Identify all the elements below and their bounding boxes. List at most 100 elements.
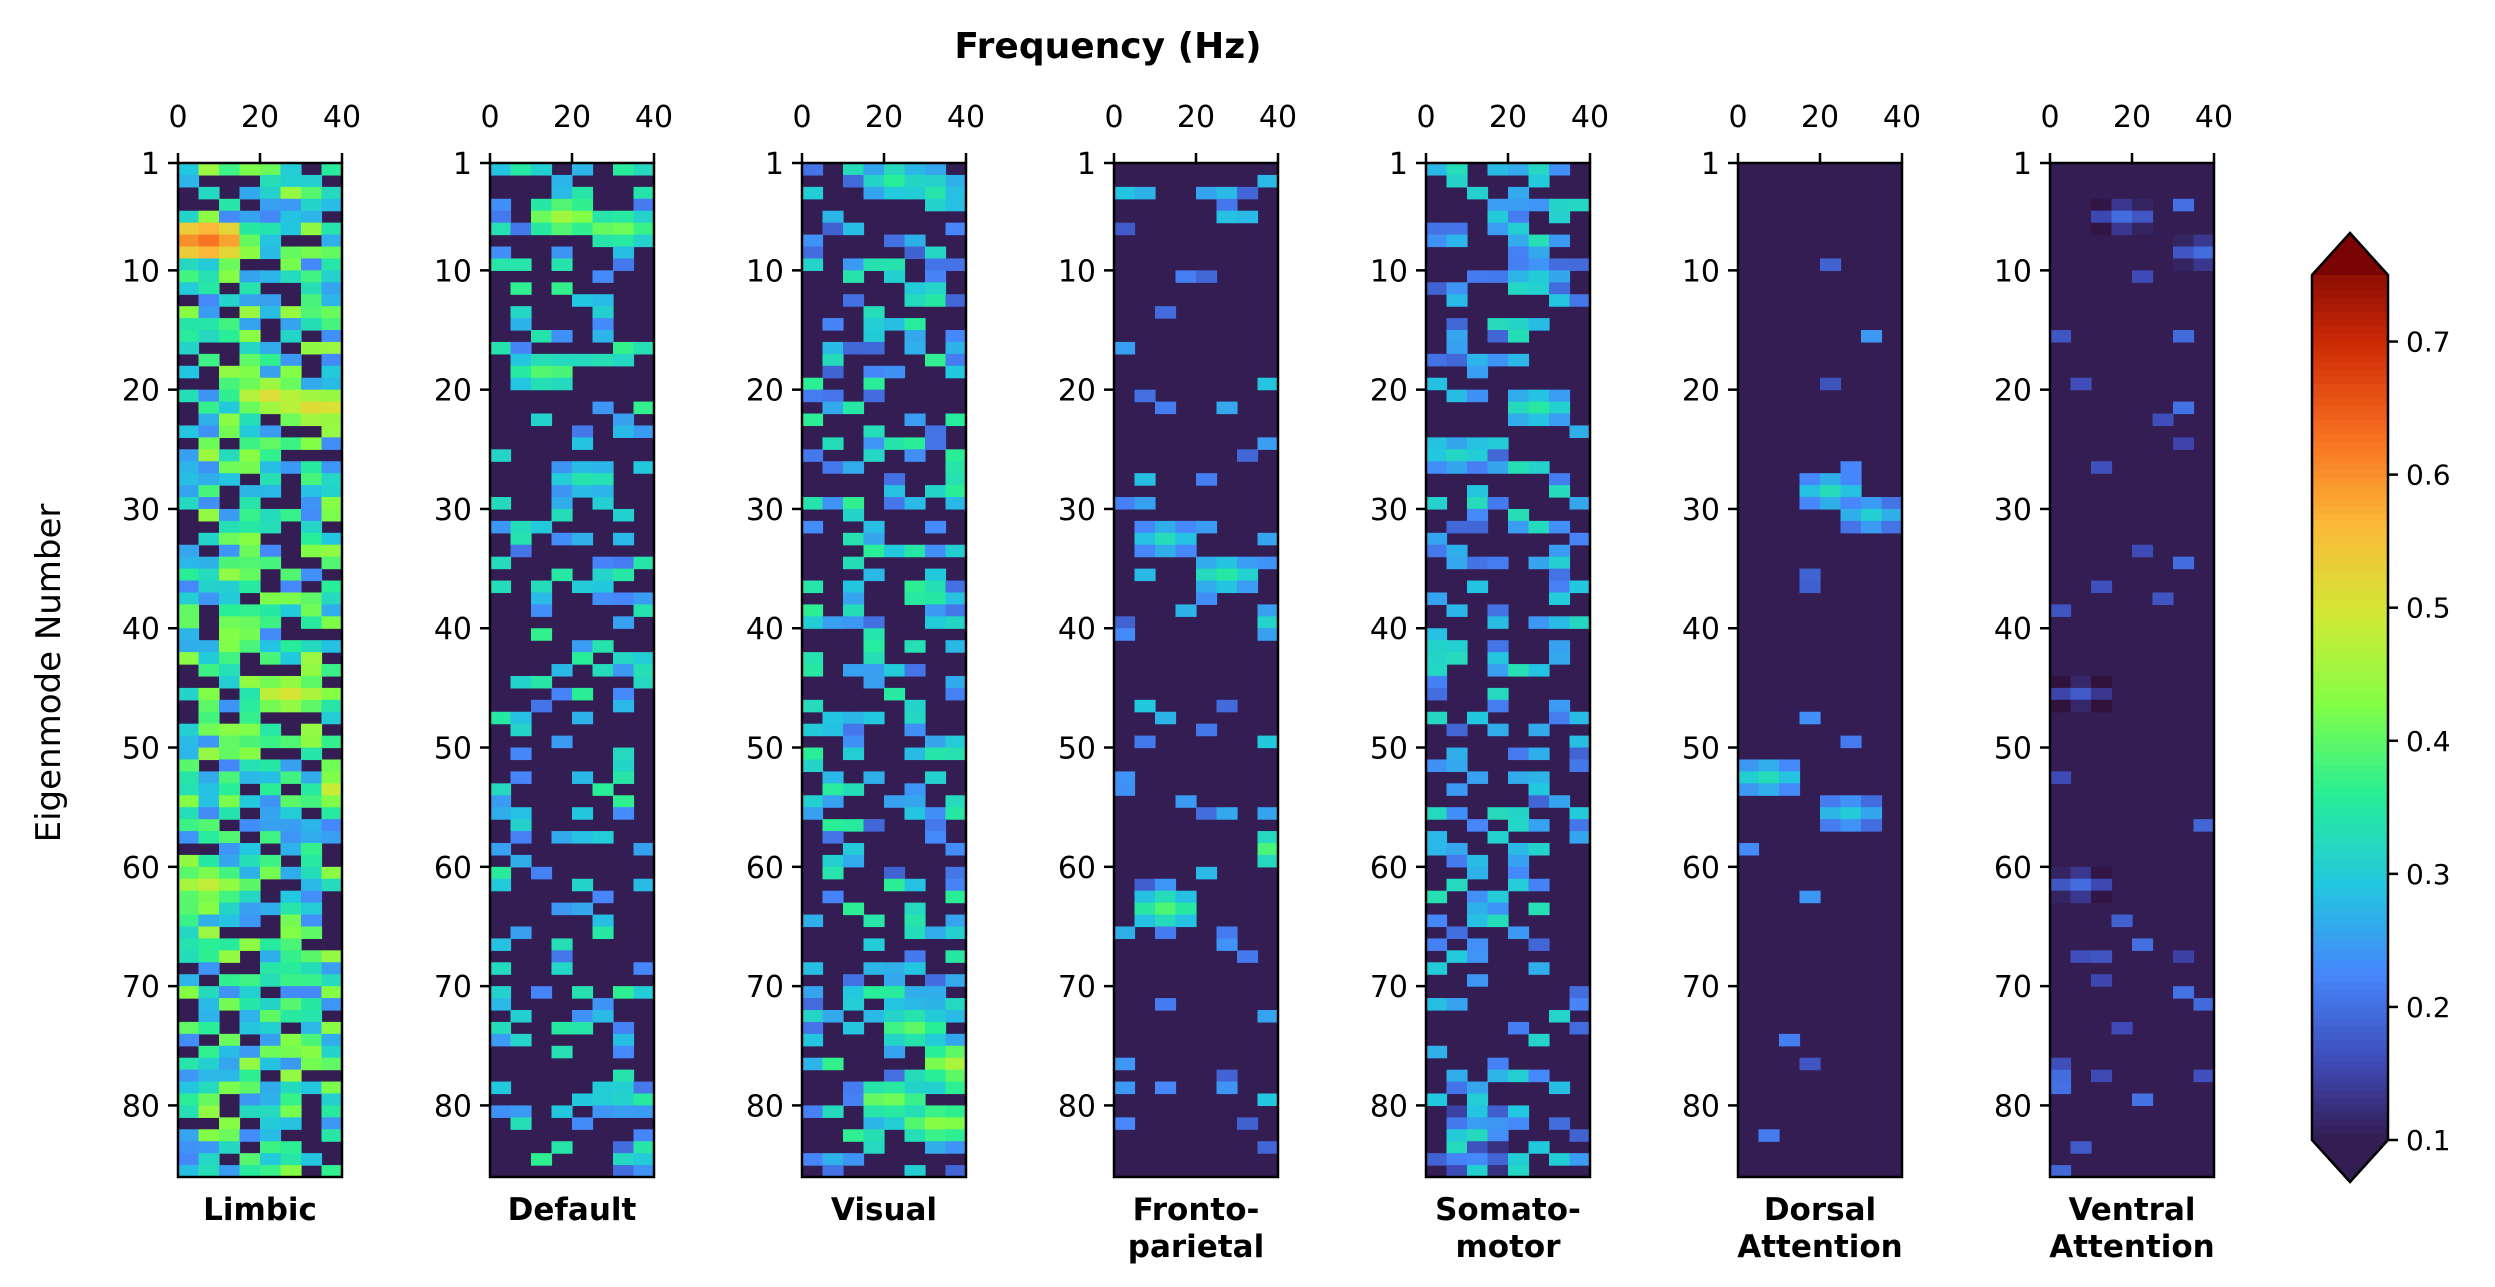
heatmap-cell bbox=[219, 449, 241, 462]
heatmap-cell bbox=[219, 592, 241, 605]
heatmap-cell bbox=[904, 902, 926, 916]
colorbar-segment bbox=[2312, 339, 2388, 348]
heatmap-cell bbox=[178, 1105, 200, 1118]
heatmap-cell bbox=[1467, 819, 1489, 832]
heatmap-cell bbox=[1237, 186, 1259, 200]
colorbar-tick-label: 0.6 bbox=[2406, 459, 2451, 492]
heatmap-cell bbox=[802, 449, 824, 462]
colorbar-segment bbox=[2312, 613, 2388, 622]
heatmap-cell bbox=[321, 294, 343, 307]
heatmap-cell bbox=[1467, 461, 1489, 474]
heatmap-cell bbox=[613, 413, 635, 427]
heatmap-cell bbox=[945, 485, 967, 498]
heatmap-cell bbox=[280, 163, 302, 176]
heatmap-cell bbox=[178, 1093, 200, 1107]
y-tick-label: 70 bbox=[1682, 970, 1720, 1005]
heatmap-cell bbox=[1487, 1165, 1509, 1178]
heatmap-cell bbox=[198, 902, 220, 916]
heatmap-cell bbox=[1487, 604, 1509, 617]
heatmap-cell bbox=[219, 747, 241, 761]
heatmap-cell bbox=[863, 174, 885, 188]
heatmap-cell bbox=[843, 735, 865, 749]
heatmap-cell bbox=[843, 747, 865, 761]
heatmap-cell bbox=[1216, 1081, 1238, 1095]
heatmap-cell bbox=[843, 1153, 865, 1166]
heatmap-cell bbox=[843, 1021, 865, 1035]
heatmap-cell bbox=[178, 723, 200, 737]
heatmap-cell bbox=[592, 485, 614, 498]
heatmap-cell bbox=[490, 962, 512, 975]
heatmap-cell bbox=[945, 616, 967, 629]
heatmap-cell bbox=[260, 520, 282, 534]
heatmap-cell bbox=[239, 508, 261, 522]
heatmap-cell bbox=[884, 186, 906, 200]
heatmap-cell bbox=[572, 902, 594, 916]
heatmap-cell bbox=[490, 878, 512, 892]
heatmap-cell bbox=[802, 652, 824, 665]
heatmap-cell bbox=[198, 950, 220, 963]
heatmap-cell bbox=[633, 962, 655, 975]
heatmap-cell bbox=[822, 866, 844, 880]
heatmap-cell bbox=[613, 1153, 635, 1166]
heatmap-cell bbox=[945, 974, 967, 987]
heatmap-cell bbox=[239, 341, 261, 355]
heatmap-cell bbox=[321, 246, 343, 260]
heatmap-cell bbox=[613, 246, 635, 260]
heatmap-cell bbox=[321, 198, 343, 212]
heatmap-cell bbox=[1237, 1117, 1259, 1130]
heatmap-cell bbox=[945, 1105, 967, 1118]
heatmap-cell bbox=[1426, 544, 1448, 558]
heatmap-cell bbox=[1549, 520, 1571, 534]
heatmap-cell bbox=[178, 986, 200, 999]
heatmap-cell bbox=[219, 938, 241, 951]
heatmap-cell bbox=[178, 652, 200, 665]
heatmap-cell bbox=[1549, 652, 1571, 665]
heatmap-cell bbox=[802, 807, 824, 820]
heatmap-cell bbox=[613, 353, 635, 367]
x-tick-label: 0 bbox=[1416, 100, 1435, 135]
heatmap-cell bbox=[1528, 270, 1550, 283]
heatmap-cell bbox=[2050, 330, 2072, 343]
heatmap-cell bbox=[822, 1009, 844, 1023]
heatmap-cell bbox=[843, 842, 865, 856]
heatmap-cell bbox=[633, 592, 655, 605]
heatmap-cell bbox=[1237, 449, 1259, 462]
heatmap-cell bbox=[239, 687, 261, 701]
heatmap-cell bbox=[1446, 520, 1468, 534]
heatmap-cell bbox=[1196, 270, 1218, 283]
heatmap-cell bbox=[925, 425, 947, 438]
heatmap-cell bbox=[572, 461, 594, 474]
y-tick-label: 80 bbox=[1370, 1089, 1408, 1124]
heatmap-cell bbox=[1446, 998, 1468, 1011]
heatmap-cell bbox=[925, 1057, 947, 1071]
x-tick-label: 0 bbox=[1104, 100, 1123, 135]
heatmap-cell bbox=[531, 699, 553, 713]
heatmap-cell bbox=[219, 401, 241, 415]
heatmap-cell bbox=[1758, 1129, 1780, 1142]
heatmap-cell bbox=[531, 198, 553, 212]
heatmap-cell bbox=[802, 723, 824, 737]
heatmap-cell bbox=[239, 1045, 261, 1059]
heatmap-cell bbox=[1196, 473, 1218, 486]
heatmap-cell bbox=[1467, 1129, 1489, 1142]
colorbar-segment bbox=[2312, 729, 2388, 738]
heatmap-cell bbox=[1840, 473, 1862, 486]
colorbar-segment bbox=[2312, 303, 2388, 312]
heatmap-cell bbox=[178, 473, 200, 486]
heatmap-cell bbox=[239, 866, 261, 880]
heatmap-cell bbox=[1114, 616, 1136, 629]
heatmap-cell bbox=[280, 1105, 302, 1118]
heatmap-cell bbox=[239, 294, 261, 307]
heatmap-cell bbox=[1257, 377, 1279, 391]
heatmap-cell bbox=[613, 1069, 635, 1083]
heatmap-cell bbox=[219, 1165, 241, 1178]
y-tick-label: 70 bbox=[1370, 970, 1408, 1005]
heatmap-cell bbox=[945, 926, 967, 940]
heatmap-cell bbox=[1257, 556, 1279, 570]
heatmap-cell bbox=[613, 532, 635, 546]
heatmap-cell bbox=[260, 616, 282, 629]
colorbar-segment bbox=[2312, 512, 2388, 521]
heatmap-cell bbox=[178, 258, 200, 271]
heatmap-cell bbox=[1487, 831, 1509, 844]
